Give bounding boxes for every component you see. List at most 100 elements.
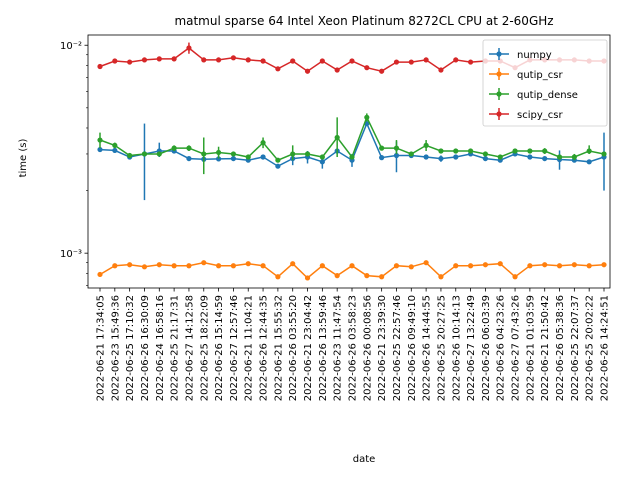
- x-tick-label: 2022-06-25 18:22:09: [199, 295, 210, 401]
- legend-item: qutip_csr: [489, 68, 563, 81]
- data-point: [156, 56, 162, 62]
- data-point: [319, 263, 325, 269]
- data-point: [127, 59, 133, 65]
- legend-item: qutip_dense: [489, 88, 578, 101]
- data-point: [112, 147, 118, 154]
- data-point: [379, 274, 385, 280]
- legend-swatch-marker: [496, 71, 502, 77]
- data-point: [408, 264, 414, 270]
- data-point: [601, 262, 607, 268]
- data-point: [586, 263, 592, 269]
- data-point: [215, 57, 222, 63]
- x-tick-label: 2022-06-25 22:07:37: [570, 295, 581, 401]
- data-point: [453, 154, 459, 160]
- data-point: [156, 262, 162, 268]
- data-point: [290, 261, 296, 267]
- data-point: [438, 148, 444, 154]
- data-point: [542, 148, 548, 154]
- series-qutip_dense: [97, 113, 607, 175]
- data-point: [423, 260, 429, 266]
- x-tick-label: 2022-06-21 17:34:05: [96, 295, 107, 401]
- data-point: [571, 262, 577, 268]
- data-point: [512, 274, 518, 280]
- x-tick-label: 2022-06-27 14:12:58: [184, 295, 195, 401]
- x-tick-label: 2022-06-21 11:04:21: [244, 295, 255, 401]
- legend-swatch-marker: [496, 51, 502, 57]
- data-point: [230, 151, 237, 157]
- data-point: [171, 263, 177, 269]
- x-tick-label: 2022-06-27 13:22:49: [466, 295, 477, 401]
- x-axis: 2022-06-21 17:34:05 2022-06-23 15:49:36 20…: [96, 288, 611, 401]
- x-tick-label: 2022-06-26 14:24:51: [600, 295, 611, 401]
- data-point: [127, 262, 133, 268]
- data-point: [186, 45, 192, 51]
- legend-item: scipy_csr: [489, 108, 563, 121]
- data-point: [393, 59, 400, 65]
- x-tick-label: 2022-06-26 09:49:10: [407, 295, 418, 401]
- data-point: [438, 155, 444, 162]
- legend-label: scipy_csr: [517, 110, 563, 121]
- data-point: [215, 263, 222, 269]
- x-tick-label: 2022-06-25 22:57:46: [392, 295, 403, 401]
- data-point: [201, 57, 207, 63]
- x-tick-label: 2022-06-25 21:17:31: [170, 295, 181, 401]
- x-tick-label: 2022-06-26 15:14:59: [214, 295, 225, 401]
- data-point: [423, 57, 429, 63]
- data-point: [438, 274, 444, 280]
- x-tick-label: 2022-06-26 05:38:36: [555, 295, 566, 401]
- x-tick-label: 2022-06-26 04:23:26: [496, 295, 507, 401]
- data-point: [556, 154, 563, 160]
- data-point: [97, 271, 103, 278]
- data-point: [141, 264, 148, 270]
- data-point: [379, 155, 385, 161]
- y-axis: 10⁻³ 10⁻²: [60, 41, 88, 286]
- x-tick-label: 2022-06-25 20:02:22: [585, 295, 596, 401]
- y-axis-label: time (s): [18, 139, 29, 178]
- data-point: [245, 261, 251, 267]
- data-point: [319, 159, 325, 165]
- data-point: [349, 263, 355, 269]
- data-point: [482, 151, 489, 157]
- data-point: [334, 134, 340, 141]
- legend-swatch-marker: [496, 91, 502, 97]
- series-qutip_csr: [97, 260, 607, 281]
- data-point: [290, 58, 296, 64]
- data-point: [438, 67, 444, 73]
- x-tick-label: 2022-06-27 12:57:46: [229, 295, 240, 401]
- data-point: [215, 156, 222, 162]
- plot-frame: [87, 34, 611, 289]
- data-point: [379, 68, 385, 74]
- data-point: [275, 66, 281, 72]
- data-point: [201, 260, 207, 266]
- data-point: [453, 148, 459, 154]
- data-point: [275, 157, 281, 163]
- legend-label: numpy: [517, 50, 552, 61]
- data-point: [408, 151, 414, 157]
- data-point: [423, 142, 429, 148]
- data-point: [260, 154, 266, 160]
- x-tick-label: 2022-06-24 16:58:16: [155, 295, 166, 401]
- data-point: [127, 152, 133, 159]
- x-tick-label: 2022-06-26 00:08:56: [362, 295, 373, 401]
- x-tick-label: 2022-06-23 15:49:36: [110, 295, 121, 401]
- data-point: [497, 261, 503, 267]
- data-point: [275, 163, 281, 169]
- legend-item: numpy: [489, 48, 552, 61]
- data-point: [319, 154, 325, 160]
- data-point: [230, 155, 237, 162]
- data-point: [393, 152, 400, 159]
- legend: numpy qutip_csr qutip_dense scipy_csr: [482, 39, 608, 127]
- data-point: [379, 145, 385, 151]
- data-point: [186, 145, 192, 151]
- data-point: [112, 142, 118, 148]
- data-point: [364, 273, 370, 279]
- data-point: [334, 273, 340, 279]
- x-tick-label: 2022-06-26 12:44:35: [259, 295, 270, 401]
- data-point: [334, 67, 340, 73]
- data-point: [304, 68, 311, 74]
- data-point: [97, 137, 103, 143]
- x-axis-label: date: [353, 454, 376, 465]
- data-point: [423, 154, 429, 160]
- data-point: [156, 151, 162, 157]
